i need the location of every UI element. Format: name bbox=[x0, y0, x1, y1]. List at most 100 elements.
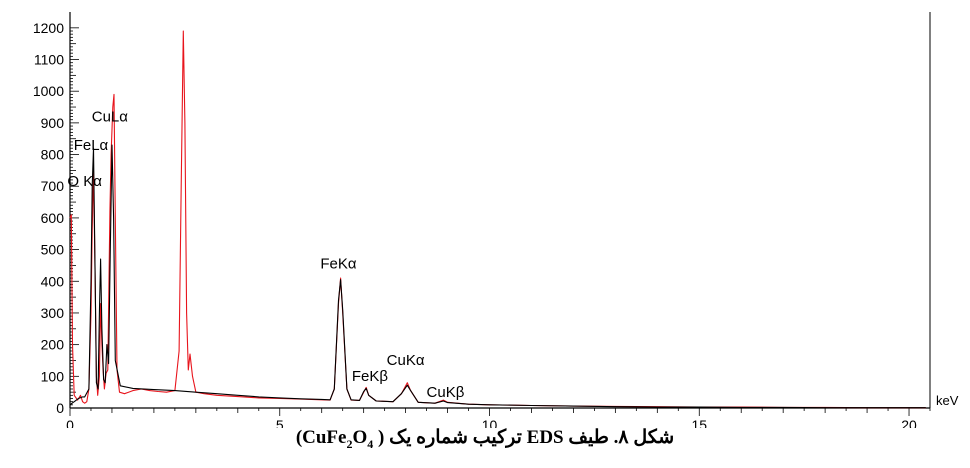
y-tick-label: 800 bbox=[41, 147, 65, 163]
y-tick-label: 1200 bbox=[33, 20, 64, 36]
data-point bbox=[86, 401, 87, 402]
peak-label: FeLα bbox=[74, 137, 109, 154]
data-point bbox=[119, 392, 120, 393]
data-point bbox=[615, 406, 616, 407]
data-point bbox=[279, 397, 280, 398]
data-point bbox=[108, 363, 109, 364]
data-point bbox=[78, 398, 79, 399]
data-point bbox=[741, 407, 742, 408]
data-point bbox=[174, 390, 175, 391]
data-point bbox=[407, 382, 408, 383]
x-tick-label: 15 bbox=[691, 417, 707, 428]
peak-label: CuKα bbox=[387, 352, 425, 369]
data-point bbox=[825, 407, 826, 408]
data-point bbox=[925, 407, 926, 408]
y-tick-label: 400 bbox=[41, 273, 65, 289]
data-point bbox=[237, 396, 238, 397]
data-point bbox=[115, 360, 116, 361]
data-point bbox=[237, 395, 238, 396]
data-point bbox=[90, 281, 91, 282]
data-point bbox=[84, 403, 85, 404]
data-point bbox=[216, 395, 217, 396]
data-point bbox=[100, 259, 101, 260]
data-point bbox=[573, 406, 574, 407]
x-tick-label: 0 bbox=[66, 417, 74, 428]
data-point bbox=[184, 122, 185, 123]
data-point bbox=[82, 396, 83, 397]
caption-formula: CuFe2O4) bbox=[295, 427, 374, 451]
figure-caption: شکل ۸. طیف EDS ترکیب شماره یک ( CuFe2O4) bbox=[0, 426, 970, 452]
y-tick-label: 300 bbox=[41, 305, 65, 321]
data-point bbox=[88, 388, 89, 389]
data-point bbox=[113, 94, 114, 95]
spectrum-series bbox=[69, 30, 926, 409]
data-point bbox=[106, 344, 107, 345]
data-point bbox=[115, 217, 116, 218]
axes: 0100200300400500600700800900100011001200… bbox=[33, 12, 959, 428]
data-point bbox=[124, 393, 125, 394]
data-point bbox=[84, 396, 85, 397]
data-point bbox=[699, 406, 700, 407]
x-axis-unit-label: keV bbox=[936, 393, 959, 408]
data-point bbox=[346, 388, 347, 389]
y-tick-label: 1000 bbox=[33, 83, 64, 99]
data-point bbox=[258, 396, 259, 397]
data-point bbox=[783, 407, 784, 408]
data-point bbox=[113, 217, 114, 218]
data-point bbox=[153, 389, 154, 390]
data-point bbox=[110, 249, 111, 250]
data-point bbox=[340, 278, 341, 279]
x-tick-label: 20 bbox=[901, 417, 917, 428]
data-point bbox=[407, 385, 408, 386]
data-point bbox=[96, 382, 97, 383]
data-point bbox=[103, 379, 104, 380]
data-point bbox=[181, 186, 182, 187]
data-point bbox=[447, 402, 448, 403]
data-point bbox=[468, 404, 469, 405]
data-point bbox=[189, 354, 190, 355]
data-point bbox=[104, 388, 105, 389]
data-point bbox=[72, 403, 73, 404]
data-point bbox=[82, 401, 83, 402]
data-point bbox=[342, 309, 343, 310]
x-tick-label: 10 bbox=[482, 417, 498, 428]
data-point bbox=[300, 398, 301, 399]
peak-label: CuLα bbox=[92, 108, 129, 125]
data-point bbox=[321, 399, 322, 400]
x-tick-label: 5 bbox=[276, 417, 284, 428]
data-point bbox=[94, 249, 95, 250]
data-point bbox=[338, 300, 339, 301]
peak-label: FeKβ bbox=[352, 368, 389, 385]
data-point bbox=[392, 401, 393, 402]
data-point bbox=[166, 392, 167, 393]
data-point bbox=[69, 217, 70, 218]
data-point bbox=[418, 402, 419, 403]
data-point bbox=[330, 399, 331, 400]
series-line-red bbox=[69, 30, 926, 409]
data-point bbox=[109, 211, 110, 212]
y-tick-label: 1100 bbox=[34, 52, 64, 68]
data-point bbox=[80, 395, 81, 396]
data-point bbox=[334, 388, 335, 389]
data-point bbox=[105, 382, 106, 383]
data-point bbox=[74, 401, 75, 402]
data-point bbox=[183, 30, 184, 31]
data-point bbox=[149, 390, 150, 391]
data-point bbox=[410, 390, 411, 391]
data-point bbox=[368, 395, 369, 396]
peak-label: CuKβ bbox=[427, 384, 465, 401]
peak-label: FeKα bbox=[320, 256, 357, 273]
data-point bbox=[366, 388, 367, 389]
data-point bbox=[401, 393, 402, 394]
series-line-black bbox=[69, 144, 926, 409]
data-point bbox=[99, 312, 100, 313]
data-point bbox=[101, 328, 102, 329]
data-point bbox=[192, 376, 193, 377]
data-point bbox=[216, 393, 217, 394]
data-point bbox=[531, 405, 532, 406]
data-point bbox=[195, 392, 196, 393]
data-point bbox=[107, 369, 108, 370]
data-point bbox=[376, 400, 377, 401]
y-tick-label: 100 bbox=[41, 368, 65, 384]
